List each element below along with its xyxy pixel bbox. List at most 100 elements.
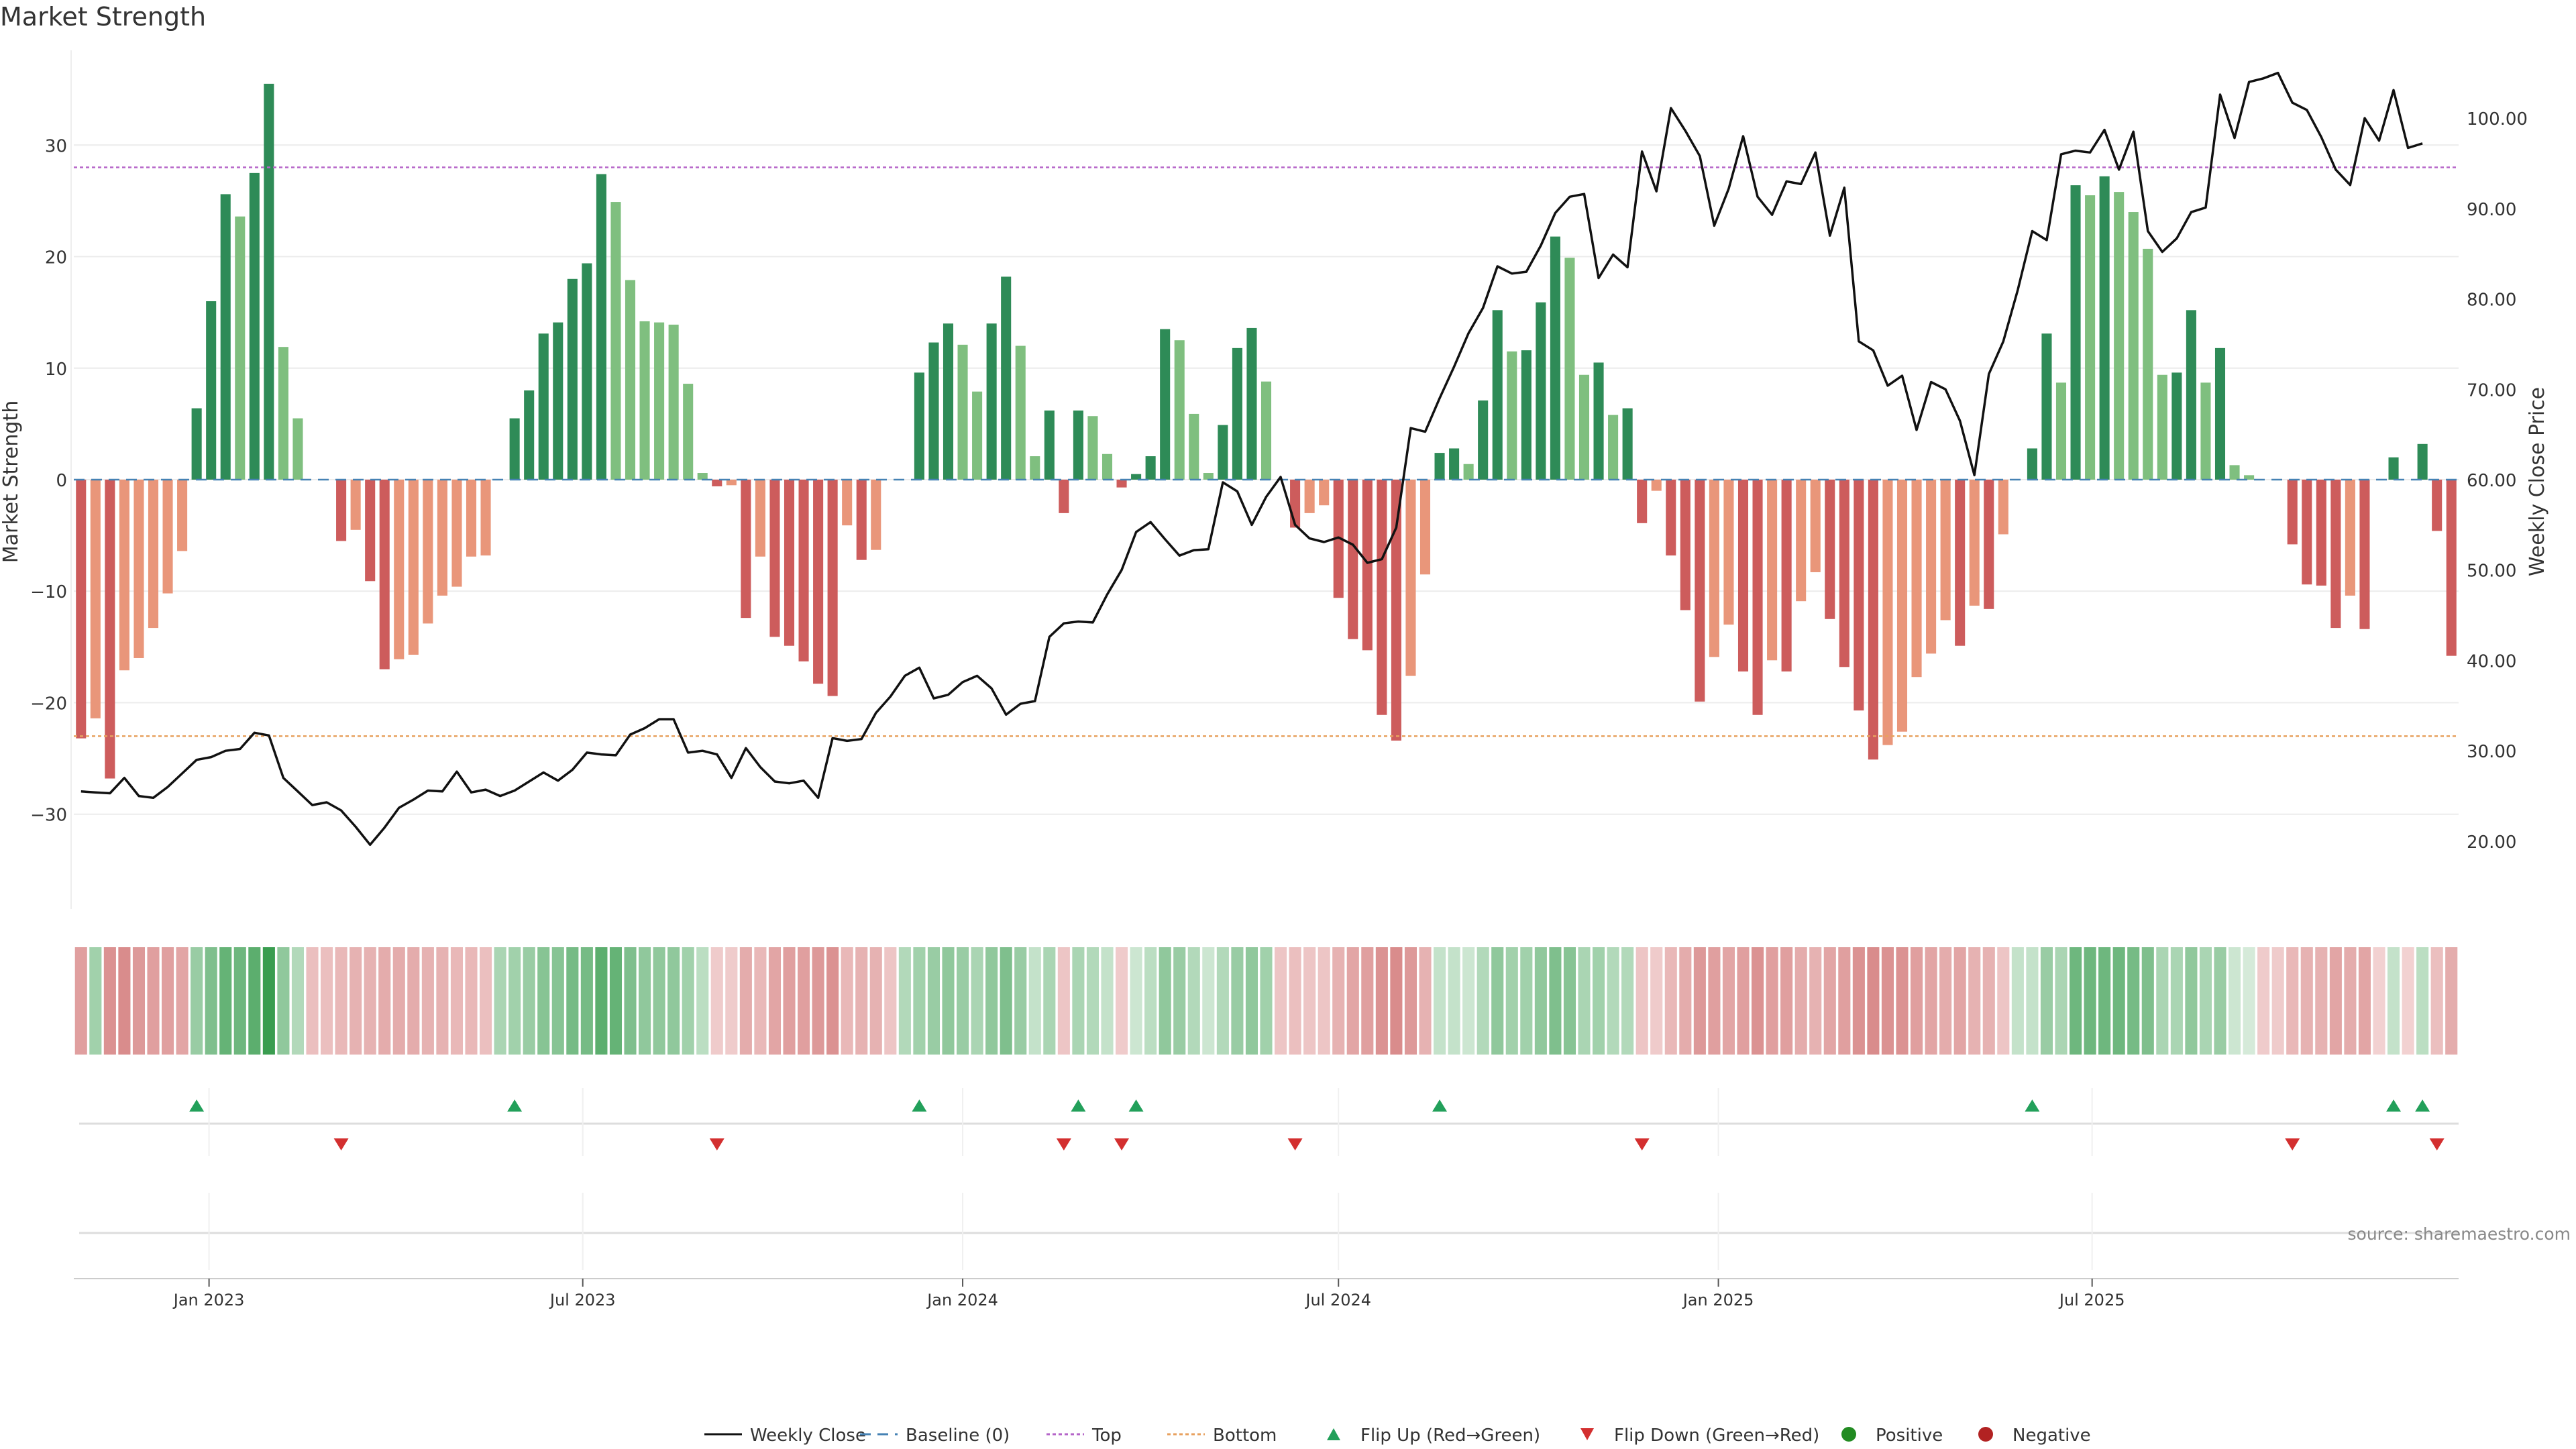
strength-tile (1505, 947, 1518, 1055)
positive-bar (1087, 416, 1098, 480)
strength-tile (1982, 947, 1995, 1055)
negative-bar (2316, 480, 2326, 586)
negative-bar (1290, 480, 1301, 528)
strength-tile (1953, 947, 1966, 1055)
negative-bar (2446, 480, 2457, 656)
positive-bar (524, 390, 535, 480)
right-tick-label: 90.00 (2467, 200, 2516, 220)
strength-tile (320, 947, 333, 1055)
right-tick-label: 70.00 (2467, 380, 2516, 400)
flip-up-marker (1432, 1099, 1448, 1112)
positive-bar (2128, 212, 2139, 480)
strength-tile (1607, 947, 1619, 1055)
strength-tile (465, 947, 478, 1055)
strength-tile (1274, 947, 1287, 1055)
strength-tile (219, 947, 232, 1055)
flip-up-marker (1071, 1099, 1086, 1112)
strength-tile (942, 947, 955, 1055)
legend-label-top: Top (1091, 1426, 1122, 1446)
strength-tile (927, 947, 941, 1055)
negative-bar (1391, 480, 1401, 741)
strength-tile (103, 947, 116, 1055)
flip-up-marker (2415, 1099, 2430, 1112)
flip-down-marker (1056, 1138, 1071, 1150)
negative-bar (1940, 480, 1951, 621)
strength-tile (1000, 947, 1012, 1055)
strength-tile (494, 947, 506, 1055)
strength-tile (436, 947, 449, 1055)
legend-negative-swatch (1978, 1427, 1993, 1442)
strength-tile (2141, 947, 2154, 1055)
positive-bar (582, 263, 592, 480)
negative-bar (1998, 480, 2008, 535)
weekly-close-path (80, 71, 2423, 847)
strength-tile (1043, 947, 1056, 1055)
negative-bar (1709, 480, 1719, 657)
right-axis-ticks: 20.00 30.00 40.00 50.00 60.00 70.00 80.00 90.00… (2467, 109, 2528, 853)
strength-tile (1549, 947, 1562, 1055)
strength-tile (1563, 947, 1576, 1055)
negative-bar (1839, 480, 1849, 667)
negative-bar (1737, 480, 1749, 672)
strength-tile (1245, 947, 1258, 1055)
strength-tile (2084, 947, 2096, 1055)
strength-tile (1794, 947, 1807, 1055)
left-tick-label: −30 (30, 806, 67, 826)
strength-tile (1809, 947, 1822, 1055)
strength-tile (1159, 947, 1171, 1055)
negative-bar (1651, 480, 1662, 491)
negative-bar (1810, 480, 1821, 572)
legend-label-close: Weekly Close (750, 1426, 866, 1446)
positive-bar (2041, 333, 2052, 480)
strength-tile (913, 947, 926, 1055)
positive-bar (2229, 465, 2240, 480)
strength-tile (508, 947, 521, 1055)
strength-tile (1968, 947, 1981, 1055)
strength-tile (1216, 947, 1229, 1055)
strength-tile (2156, 947, 2169, 1055)
flip-up-marker (2386, 1099, 2402, 1112)
positive-bar (191, 408, 202, 480)
strength-tile (2271, 947, 2284, 1055)
positive-bar (2186, 310, 2196, 480)
strength-tile (1115, 947, 1128, 1055)
negative-bar (1796, 480, 1807, 602)
strength-tile (595, 947, 608, 1055)
strength-tile (2315, 947, 2328, 1055)
strength-tile (1390, 947, 1403, 1055)
positive-bar (1203, 473, 1214, 480)
strength-tile (89, 947, 102, 1055)
strength-tile (2040, 947, 2053, 1055)
strength-tile (638, 947, 651, 1055)
positive-bar (1521, 350, 1532, 480)
strength-tile (855, 947, 868, 1055)
strength-tile (2011, 947, 2024, 1055)
positive-bar (1622, 408, 1633, 480)
strength-tile (1780, 947, 1793, 1055)
negative-bar (1752, 480, 1763, 715)
negative-bar (423, 480, 433, 624)
flip-down-marker (2429, 1138, 2445, 1150)
positive-bar (2099, 176, 2110, 480)
left-tick-label: 20 (45, 248, 67, 268)
left-tick-label: −20 (30, 694, 67, 714)
negative-bar (1680, 480, 1690, 610)
strength-tile (1448, 947, 1460, 1055)
strength-tile (523, 947, 535, 1055)
negative-bar (408, 480, 419, 655)
strength-tile (971, 947, 983, 1055)
positive-bar (1550, 236, 1560, 480)
strength-tile (725, 947, 738, 1055)
positive-bar (292, 418, 303, 480)
strength-tile (624, 947, 637, 1055)
strength-tile (1318, 947, 1330, 1055)
flip-down-marker (709, 1138, 724, 1150)
right-tick-label: 100.00 (2467, 109, 2528, 129)
negative-bar (1405, 480, 1416, 676)
negative-bar (2359, 480, 2370, 629)
negative-bar (2432, 480, 2443, 531)
strength-tile (1722, 947, 1735, 1055)
strength-tile (667, 947, 680, 1055)
negative-bar (1319, 480, 1330, 506)
